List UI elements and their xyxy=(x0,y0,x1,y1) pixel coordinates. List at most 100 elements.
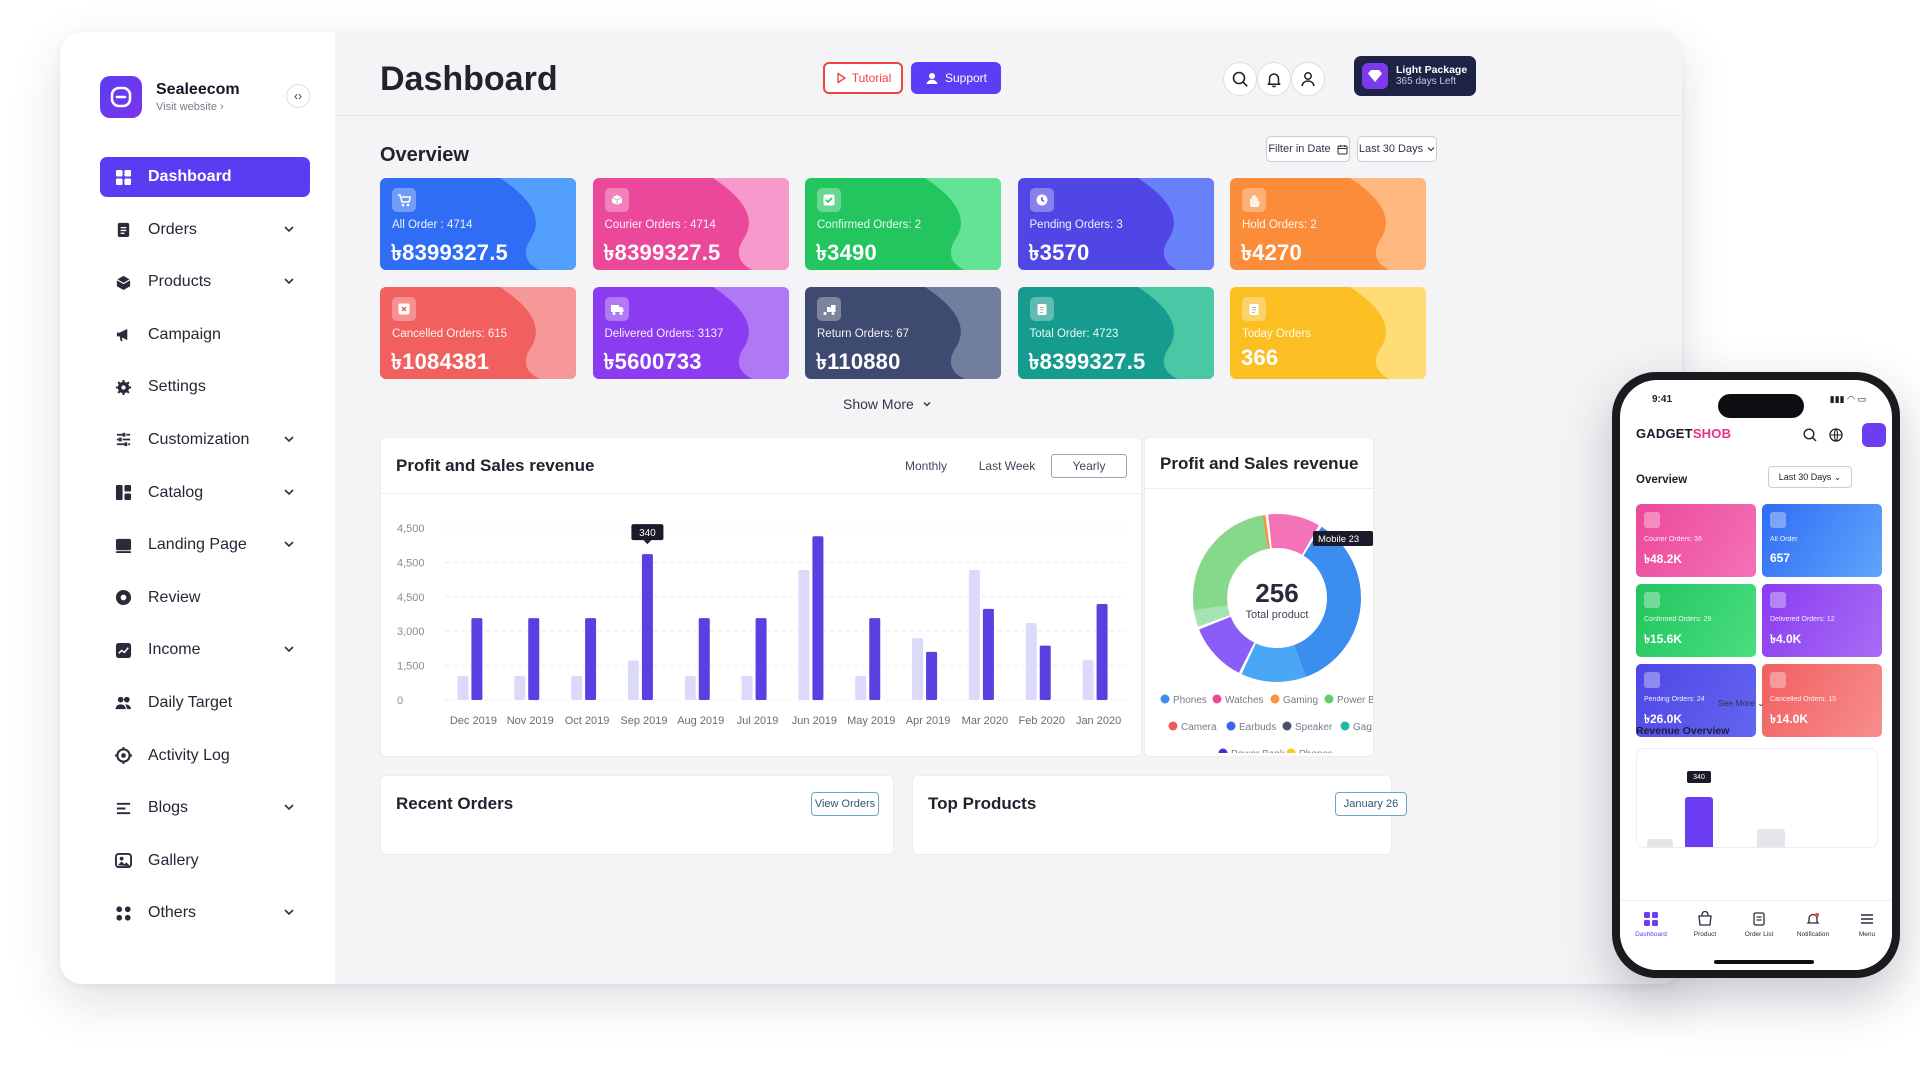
overview-card[interactable]: Return Orders: 67 ৳110880 xyxy=(805,287,1001,379)
support-button[interactable]: Support xyxy=(911,62,1001,94)
clipboard-icon xyxy=(1242,297,1266,321)
card-value: ৳15.6K xyxy=(1644,632,1682,646)
tutorial-label: Tutorial xyxy=(851,71,892,85)
phone-nav-notification[interactable]: Notification xyxy=(1788,911,1838,938)
products-icon xyxy=(114,273,132,291)
card-wave-decoration xyxy=(500,178,576,270)
bar-series-1 xyxy=(1082,659,1094,700)
sidebar-item-daily-target[interactable]: Daily Target xyxy=(100,683,310,723)
sidebar-item-catalog[interactable]: Catalog xyxy=(100,473,310,513)
x-tick-label: Jun 2019 xyxy=(792,715,837,727)
gallery-icon xyxy=(114,853,132,869)
notifications-button[interactable] xyxy=(1257,62,1291,96)
sidebar-item-products[interactable]: Products xyxy=(100,262,310,302)
bar-series-2 xyxy=(528,618,540,700)
overview-card[interactable]: Pending Orders: 3 ৳3570 xyxy=(1017,178,1214,270)
phone-search-button[interactable] xyxy=(1800,425,1820,445)
phone-date-range-select[interactable]: Last 30 Days ⌄ xyxy=(1768,466,1852,488)
filter-date-button[interactable]: Filter in Date xyxy=(1266,136,1350,162)
phone-nav-product[interactable]: Product xyxy=(1680,911,1730,938)
overview-card[interactable]: Hold Orders: 2 ৳4270 xyxy=(1230,178,1426,270)
sidebar-item-income[interactable]: Income xyxy=(100,630,310,670)
phone-language-button[interactable] xyxy=(1826,425,1846,445)
clipboard-icon xyxy=(1037,304,1046,315)
phone-avatar[interactable] xyxy=(1862,423,1886,447)
donut-segment xyxy=(1241,643,1306,682)
overview-card[interactable]: Cancelled Orders: 615 ৳1084381 xyxy=(380,287,576,379)
visit-website-link[interactable]: Visit website › xyxy=(156,101,224,113)
sidebar-item-dashboard[interactable]: Dashboard xyxy=(100,157,310,197)
sidebar-item-gallery[interactable]: Gallery xyxy=(100,841,310,881)
phone-overview-card[interactable]: All Order 657 xyxy=(1762,504,1882,577)
megaphone-icon xyxy=(116,329,127,342)
brand-name: Sealeecom xyxy=(156,81,240,98)
sidebar-item-label: Orders xyxy=(148,220,197,238)
overview-card[interactable]: Delivered Orders: 3137 ৳5600733 xyxy=(592,287,789,379)
tab-monthly[interactable]: Monthly xyxy=(904,459,948,473)
sidebar-item-blogs[interactable]: Blogs xyxy=(100,788,310,828)
phone-status-icons: ▮▮▮ ◠ ▭ xyxy=(1829,394,1866,404)
dynamic-island xyxy=(1718,394,1804,418)
search-button[interactable] xyxy=(1223,62,1257,96)
phone-overview-card[interactable]: Courier Orders: 36 ৳48.2K xyxy=(1636,504,1756,577)
sidebar-item-label: Activity Log xyxy=(148,746,230,764)
phone-overview-card[interactable]: Cancelled Orders: 15 ৳14.0K xyxy=(1762,664,1882,737)
view-orders-button[interactable]: View Orders xyxy=(811,792,879,816)
date-range-select[interactable]: Last 30 Days xyxy=(1357,136,1437,162)
overview-card[interactable]: Courier Orders : 4714 ৳8399327.5 xyxy=(592,178,789,270)
bar-series-2 xyxy=(1096,604,1108,700)
sidebar-item-review[interactable]: Review xyxy=(100,578,310,618)
phone-see-more[interactable]: See More ⌄ xyxy=(1718,698,1765,708)
tab-last-week[interactable]: Last Week xyxy=(978,459,1036,473)
legend-swatch xyxy=(1160,694,1170,704)
tab-yearly[interactable]: Yearly xyxy=(1051,454,1127,478)
cart-icon xyxy=(398,194,411,207)
phone-nav-order-list[interactable]: Order List xyxy=(1734,911,1784,938)
phone-nav-dashboard[interactable]: Dashboard xyxy=(1626,911,1676,938)
dashboard-icon xyxy=(1644,912,1658,926)
activity-icon xyxy=(114,747,132,765)
overview-card[interactable]: Confirmed Orders: 2 ৳3490 xyxy=(805,178,1001,270)
collapse-sidebar-button[interactable]: ‹› xyxy=(286,84,310,108)
show-more-label: Show More xyxy=(843,396,914,412)
date-picker-button[interactable]: January 26 xyxy=(1335,792,1407,816)
tutorial-button[interactable]: Tutorial xyxy=(823,62,903,94)
review-icon xyxy=(115,590,131,606)
show-more-button[interactable]: Show More xyxy=(843,396,932,412)
card-value: 657 xyxy=(1770,551,1791,565)
search-icon xyxy=(1232,71,1248,87)
page-title: Dashboard xyxy=(380,60,558,98)
bar-series-1 xyxy=(571,675,583,700)
profile-button[interactable] xyxy=(1291,62,1325,96)
overview-card[interactable]: Today Orders 366 xyxy=(1230,287,1426,379)
phone-nav-menu[interactable]: Menu xyxy=(1842,911,1892,938)
return-truck-icon xyxy=(823,305,836,315)
sidebar-item-label: Income xyxy=(148,641,201,659)
sidebar-item-settings[interactable]: Settings xyxy=(100,367,310,407)
package-badge[interactable]: Light Package 365 days Left xyxy=(1354,56,1476,96)
phone-bar xyxy=(1685,797,1713,847)
card-wave-decoration xyxy=(925,287,1001,379)
sidebar-item-campaign[interactable]: Campaign xyxy=(100,315,310,355)
users-icon xyxy=(114,694,132,712)
bar-series-1 xyxy=(684,675,696,700)
sidebar-item-orders[interactable]: Orders xyxy=(100,210,310,250)
y-tick-label: 4,500 xyxy=(397,523,425,535)
overview-card[interactable]: All Order : 4714 ৳8399327.5 xyxy=(380,178,576,270)
package-title: Light Package xyxy=(1396,64,1468,76)
brand[interactable]: Sealeecom Visit website › xyxy=(100,76,240,118)
sidebar-item-others[interactable]: Others xyxy=(100,893,310,933)
card-label: Confirmed Orders: 29 xyxy=(1644,616,1712,623)
menu-icon xyxy=(1861,914,1873,924)
sidebar-item-landing-page[interactable]: Landing Page xyxy=(100,525,310,565)
phone-overview-card[interactable]: Pending Orders: 24 ৳26.0K xyxy=(1636,664,1756,737)
donut-segment xyxy=(1194,608,1231,627)
overview-card[interactable]: Total Order: 4723 ৳8399327.5 xyxy=(1017,287,1214,379)
phone-overview-card[interactable]: Delivered Orders: 12 ৳4.0K xyxy=(1762,584,1882,657)
sidebar-item-customization[interactable]: Customization xyxy=(100,420,310,460)
phone-overview-card[interactable]: Confirmed Orders: 29 ৳15.6K xyxy=(1636,584,1756,657)
sidebar-item-activity-log[interactable]: Activity Log xyxy=(100,736,310,776)
products-icon xyxy=(116,275,130,290)
diamond-icon xyxy=(1362,63,1388,89)
blogs-icon xyxy=(116,802,130,814)
